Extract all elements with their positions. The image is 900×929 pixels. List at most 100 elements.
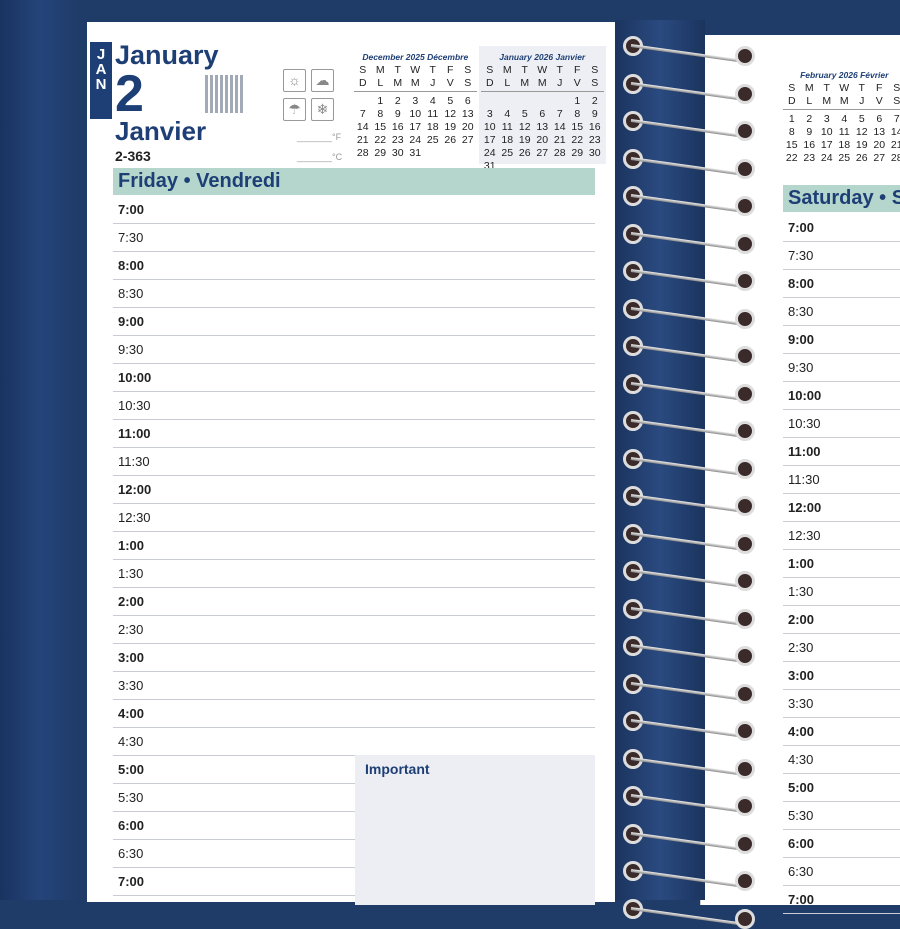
weekday-letter: F <box>876 82 883 94</box>
spiral-ring <box>623 298 755 329</box>
weekday-letter: M <box>839 95 849 107</box>
time-slot[interactable]: 8:30 <box>783 298 900 326</box>
time-slot[interactable]: 9:00 <box>783 326 900 354</box>
time-label: 7:30 <box>788 248 814 263</box>
time-slot[interactable]: 4:30 <box>113 728 595 756</box>
time-slot[interactable]: 11:30 <box>783 466 900 494</box>
calendar-day: 28 <box>553 147 566 159</box>
time-slot[interactable]: 6:30 <box>783 858 900 886</box>
sun-icon: ☼ <box>283 69 306 92</box>
time-label: 5:30 <box>118 790 144 805</box>
time-slot[interactable]: 11:30 <box>113 448 595 476</box>
time-slot[interactable]: 8:30 <box>113 280 595 308</box>
time-slot[interactable]: 5:30 <box>113 784 595 812</box>
time-slot[interactable]: 4:30 <box>783 746 900 774</box>
time-label: 7:00 <box>118 202 145 217</box>
calendar-day: 26 <box>855 152 868 164</box>
time-label: 11:00 <box>788 444 821 459</box>
time-slot[interactable]: 12:30 <box>113 504 595 532</box>
time-slot[interactable]: 2:30 <box>783 634 900 662</box>
time-slot[interactable]: 3:30 <box>113 672 595 700</box>
time-slot[interactable]: 8:00 <box>113 252 595 280</box>
important-label: Important <box>365 761 430 777</box>
calendar-day: 27 <box>461 134 474 146</box>
time-slot[interactable]: 11:00 <box>113 420 595 448</box>
time-slot[interactable]: 7:00 <box>783 886 900 914</box>
calendar-day: 3 <box>412 95 419 107</box>
spiral-ring <box>623 898 755 929</box>
time-slot[interactable]: 12:30 <box>783 522 900 550</box>
time-slot[interactable]: 5:00 <box>113 756 595 784</box>
calendar-day: 16 <box>588 121 601 133</box>
time-slot[interactable]: 2:00 <box>783 606 900 634</box>
time-slot[interactable]: 9:00 <box>113 308 595 336</box>
time-slot[interactable]: 11:00 <box>783 438 900 466</box>
calendar-day: 23 <box>803 152 816 164</box>
calendar-day: 4 <box>841 113 848 125</box>
time-slot[interactable]: 12:00 <box>783 494 900 522</box>
time-label: 4:00 <box>788 724 815 739</box>
time-slot[interactable]: 5:30 <box>783 802 900 830</box>
weekday-letter: S <box>464 64 472 76</box>
calendar-day: 3 <box>486 108 493 120</box>
calendar-day: 7 <box>359 108 366 120</box>
time-slot[interactable]: 3:00 <box>783 662 900 690</box>
time-slot[interactable]: 5:00 <box>783 774 900 802</box>
time-slot[interactable]: 7:30 <box>113 224 595 252</box>
time-slot[interactable]: 1:30 <box>783 578 900 606</box>
calendar-day: 19 <box>444 121 457 133</box>
calendar-day: 11 <box>427 108 439 120</box>
time-slot[interactable]: 10:00 <box>783 382 900 410</box>
weekday-letter: S <box>591 77 599 89</box>
calendar-day: 22 <box>785 152 798 164</box>
time-slot[interactable]: 3:30 <box>783 690 900 718</box>
time-slot[interactable]: 7:00 <box>783 214 900 242</box>
time-slot[interactable]: 7:30 <box>783 242 900 270</box>
time-slot[interactable]: 6:30 <box>113 840 595 868</box>
time-slot[interactable]: 6:00 <box>783 830 900 858</box>
time-slot[interactable]: 1:00 <box>783 550 900 578</box>
time-slot[interactable]: 7:00 <box>113 196 595 224</box>
calendar-days: 1 2 3 4 5 6 7 8 9 10 11 12 13 14 15 16 17 18 19 20 21 22 23 24 2… <box>354 95 477 160</box>
time-slot[interactable]: 1:30 <box>113 560 595 588</box>
time-slot[interactable]: 6:00 <box>113 812 595 840</box>
time-slot[interactable]: 4:00 <box>783 718 900 746</box>
time-label: 5:00 <box>788 780 815 795</box>
time-label: 10:30 <box>788 416 821 431</box>
calendar-day: 7 <box>556 108 563 120</box>
time-slot[interactable]: 8:00 <box>783 270 900 298</box>
day-count: 2-363 <box>115 148 151 164</box>
spiral-ring <box>623 486 755 516</box>
time-label: 1:00 <box>118 538 145 553</box>
time-slot[interactable]: 7:00 <box>113 868 595 896</box>
time-slot[interactable]: 2:30 <box>113 616 595 644</box>
time-label: 2:00 <box>118 594 145 609</box>
time-slot[interactable]: 10:00 <box>113 364 595 392</box>
calendar-day: 2 <box>806 113 813 125</box>
weekday-letter: T <box>394 64 401 76</box>
calendar-days: 1 2 3 4 5 6 7 8 9 10 11 12 13 14 15 16 17 18 19 20 21 22 23 24 2… <box>481 95 604 173</box>
spiral-ring <box>623 523 755 554</box>
calendar-day: 13 <box>461 108 474 120</box>
calendar-day: 17 <box>483 134 496 146</box>
weekday-letter: S <box>359 64 367 76</box>
time-slot[interactable]: 10:30 <box>783 410 900 438</box>
weekday-letter: S <box>788 82 796 94</box>
calendar-day: 27 <box>873 152 886 164</box>
time-slot[interactable]: 9:30 <box>783 354 900 382</box>
calendar-day: 3 <box>823 113 830 125</box>
spiral-ring <box>623 673 755 704</box>
time-slot[interactable]: 1:00 <box>113 532 595 560</box>
important-box[interactable]: Important <box>355 755 595 905</box>
calendar-day: 30 <box>588 147 601 159</box>
time-slot[interactable]: 3:00 <box>113 644 595 672</box>
spiral-ring <box>623 73 755 104</box>
calendar-day: 4 <box>504 108 511 120</box>
time-slot[interactable]: 4:00 <box>113 700 595 728</box>
time-slot[interactable]: 10:30 <box>113 392 595 420</box>
time-slot[interactable]: 2:00 <box>113 588 595 616</box>
time-slot[interactable]: 9:30 <box>113 336 595 364</box>
time-slots: 7:00 7:30 8:00 8:30 9:00 9:30 10:00 10:30 11:00 1… <box>113 196 595 896</box>
calendar-day: 19 <box>518 134 531 146</box>
time-slot[interactable]: 12:00 <box>113 476 595 504</box>
